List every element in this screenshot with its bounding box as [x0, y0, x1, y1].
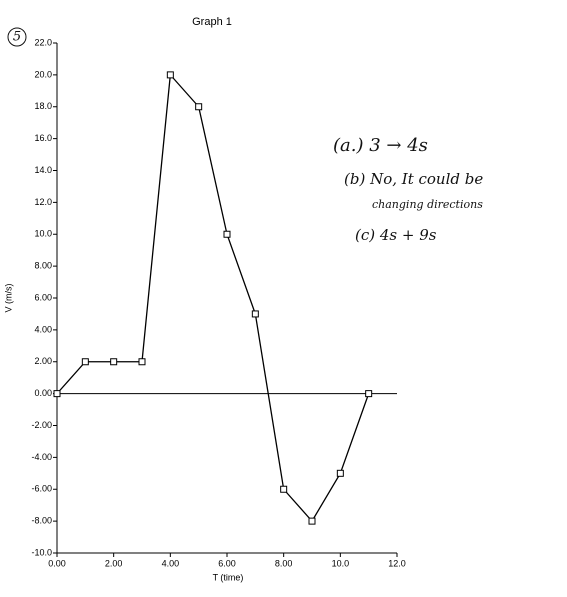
y-tick-label: 16.0 [34, 133, 52, 143]
y-tick-label: 8.00 [34, 261, 52, 271]
annotation: (b) No, It could be [344, 170, 483, 188]
y-tick-label: 2.00 [34, 356, 52, 366]
data-point [223, 230, 231, 238]
annotation: (c) 4s + 9s [355, 226, 437, 244]
data-point [251, 310, 259, 318]
annotation-circle [7, 27, 27, 47]
y-tick-label: -10.0 [31, 547, 52, 557]
data-point [308, 517, 316, 525]
y-tick-label: 14.0 [34, 165, 52, 175]
data-point [365, 390, 373, 398]
data-point [280, 485, 288, 493]
y-tick-label: 20.0 [34, 69, 52, 79]
data-point [138, 358, 146, 366]
x-tick-label: 0.00 [48, 558, 66, 568]
y-tick-label: -6.00 [31, 484, 52, 494]
y-tick-label: 0.00 [34, 388, 52, 398]
data-point [336, 469, 344, 477]
x-tick-label: 2.00 [105, 558, 123, 568]
y-tick-label: 12.0 [34, 197, 52, 207]
y-tick-label: -2.00 [31, 420, 52, 430]
annotation: changing directions [372, 198, 483, 211]
y-tick-label: -8.00 [31, 516, 52, 526]
data-point [195, 103, 203, 111]
x-tick-label: 6.00 [218, 558, 236, 568]
y-axis-label: V (m/s) [3, 284, 13, 313]
data-line [56, 73, 370, 523]
y-tick-label: 4.00 [34, 324, 52, 334]
x-tick-label: 10.0 [332, 558, 350, 568]
x-tick-label: 4.00 [162, 558, 180, 568]
annotation: 5 [13, 30, 21, 45]
data-point [110, 358, 118, 366]
data-point [166, 71, 174, 79]
x-tick-label: 12.0 [388, 558, 406, 568]
annotation: (a.) 3 → 4s [333, 135, 428, 156]
x-tick-label: 8.00 [275, 558, 293, 568]
y-tick-label: 18.0 [34, 101, 52, 111]
chart-title: Graph 1 [192, 16, 232, 28]
y-tick-label: 10.0 [34, 229, 52, 239]
x-axis-label: T (time) [213, 572, 244, 582]
data-point [81, 358, 89, 366]
y-tick-label: 22.0 [34, 37, 52, 47]
y-tick-label: -4.00 [31, 452, 52, 462]
y-tick-label: 6.00 [34, 292, 52, 302]
data-point [53, 390, 61, 398]
